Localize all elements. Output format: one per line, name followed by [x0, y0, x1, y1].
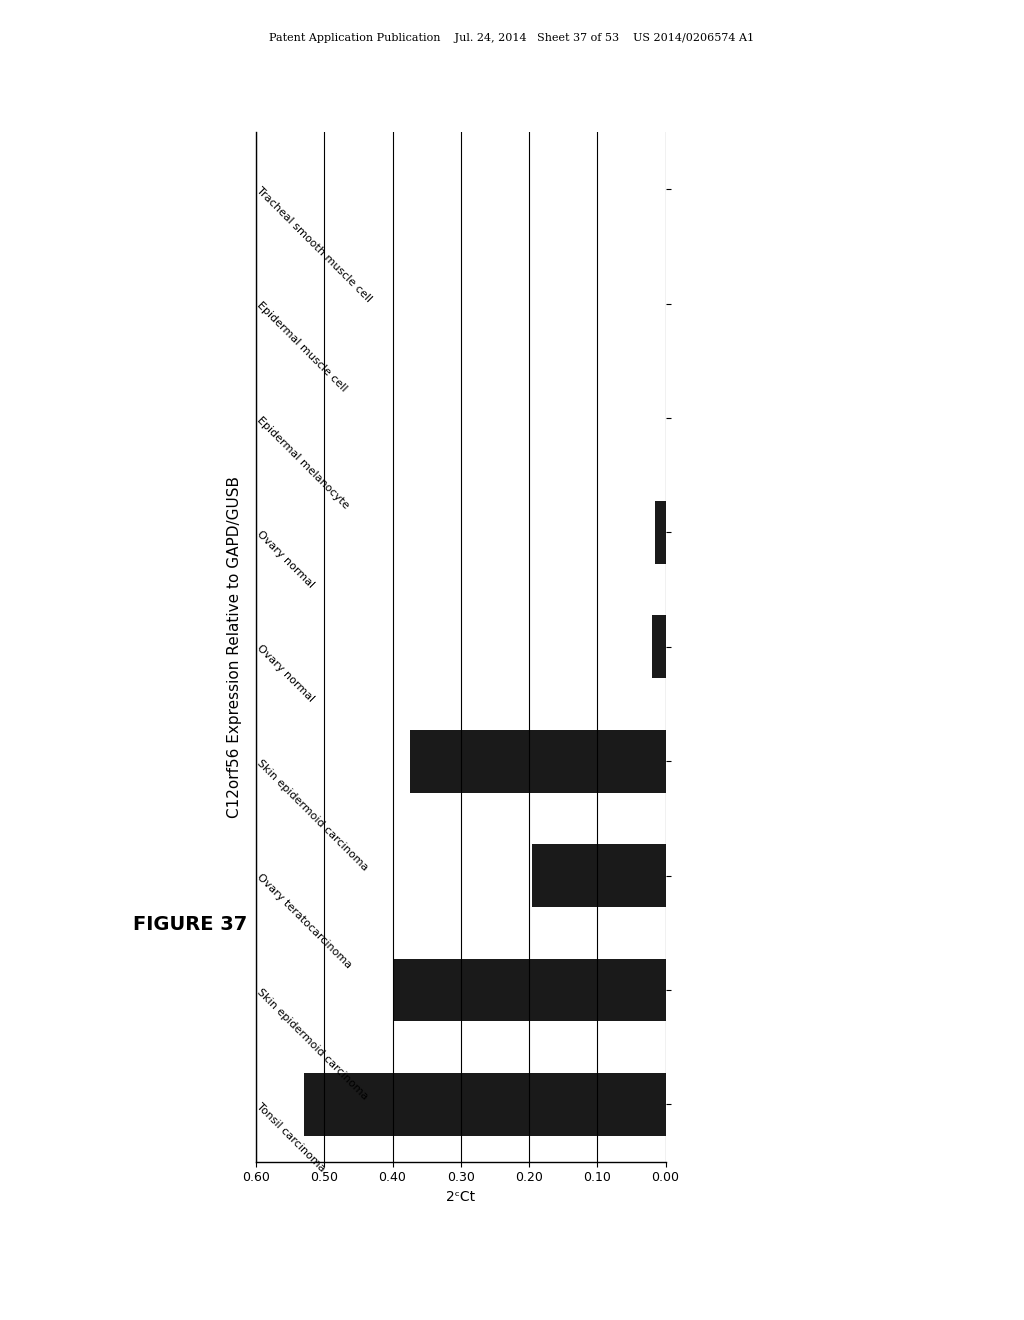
- Text: Tracheal smooth muscle cell: Tracheal smooth muscle cell: [255, 186, 374, 305]
- Text: FIGURE 37: FIGURE 37: [133, 915, 248, 933]
- Bar: [410, 730, 666, 792]
- Text: Ovary normal: Ovary normal: [255, 529, 315, 590]
- Text: Tonsil carcinoma: Tonsil carcinoma: [255, 1101, 327, 1173]
- Bar: [652, 615, 666, 678]
- Text: Patent Application Publication    Jul. 24, 2014   Sheet 37 of 53    US 2014/0206: Patent Application Publication Jul. 24, …: [269, 33, 755, 44]
- Bar: [392, 958, 666, 1022]
- Text: Ovary teratocarcinoma: Ovary teratocarcinoma: [255, 873, 353, 970]
- Bar: [304, 1073, 666, 1135]
- Text: Skin epidermoid carcinoma: Skin epidermoid carcinoma: [255, 986, 370, 1101]
- Text: Ovary normal: Ovary normal: [255, 643, 315, 704]
- Bar: [655, 502, 666, 564]
- Text: Skin epidermoid carcinoma: Skin epidermoid carcinoma: [255, 758, 370, 873]
- Text: Epidermal muscle cell: Epidermal muscle cell: [255, 300, 348, 393]
- Y-axis label: C12orf56 Expression Relative to GAPD/GUSB: C12orf56 Expression Relative to GAPD/GUS…: [227, 475, 242, 818]
- X-axis label: 2ᶜCt: 2ᶜCt: [446, 1189, 475, 1204]
- Text: Epidermal melanocyte: Epidermal melanocyte: [255, 414, 350, 511]
- Bar: [532, 845, 666, 907]
